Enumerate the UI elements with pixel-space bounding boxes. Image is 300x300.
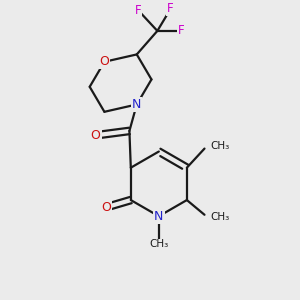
- Text: CH₃: CH₃: [149, 239, 169, 249]
- Text: F: F: [178, 24, 184, 38]
- Text: CH₃: CH₃: [210, 141, 230, 151]
- Text: O: O: [91, 129, 100, 142]
- Text: F: F: [167, 2, 174, 15]
- Text: F: F: [135, 4, 142, 17]
- Text: CH₃: CH₃: [210, 212, 230, 222]
- Text: O: O: [100, 55, 109, 68]
- Text: N: N: [132, 98, 141, 111]
- Text: N: N: [154, 210, 164, 223]
- Text: O: O: [101, 201, 111, 214]
